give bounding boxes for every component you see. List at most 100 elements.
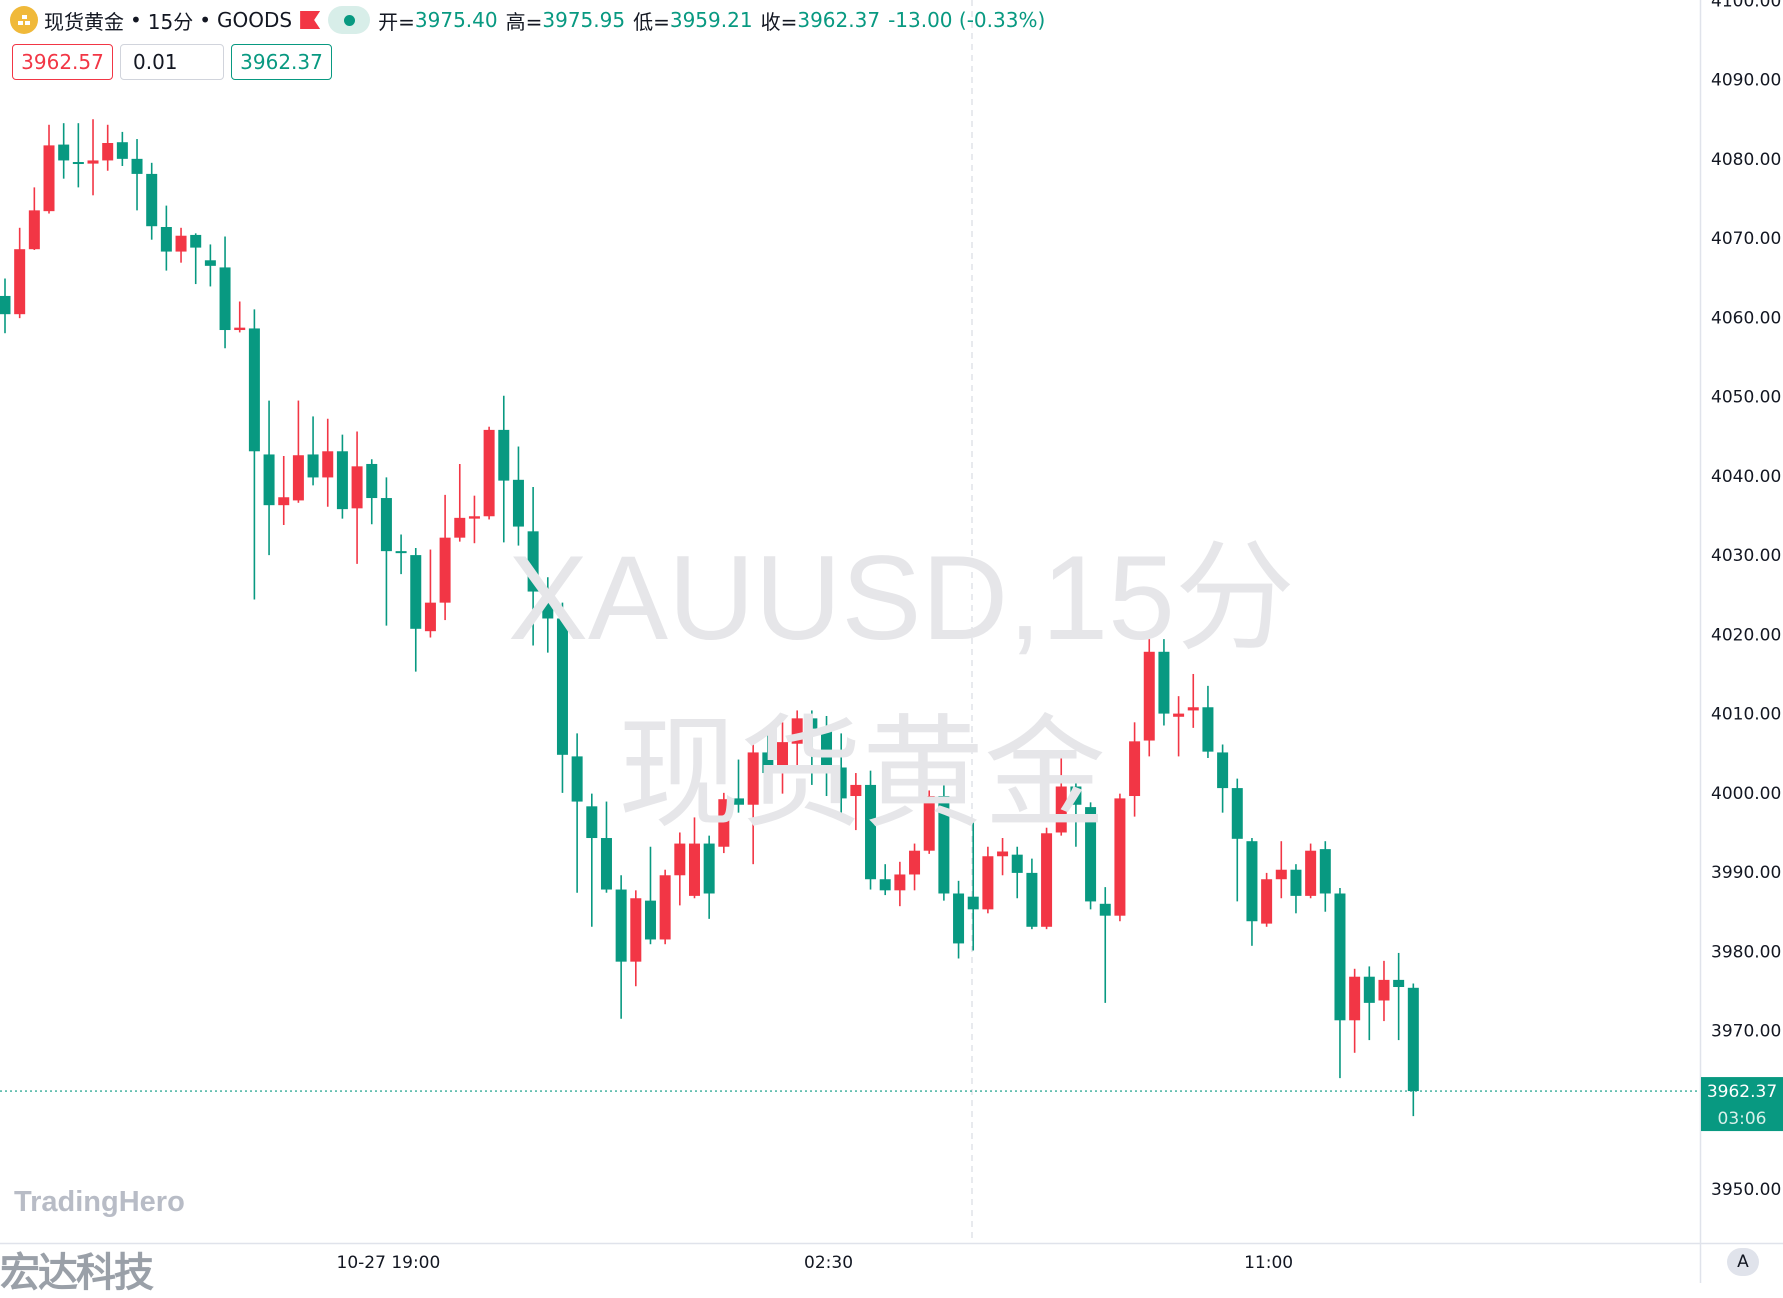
- candle[interactable]: [850, 773, 862, 831]
- candle[interactable]: [498, 395, 510, 543]
- candle[interactable]: [806, 710, 818, 785]
- candle[interactable]: [600, 801, 612, 893]
- candle[interactable]: [909, 843, 921, 891]
- candle[interactable]: [1026, 858, 1038, 930]
- candle[interactable]: [1202, 685, 1214, 758]
- candle[interactable]: [234, 301, 246, 333]
- candle[interactable]: [1334, 887, 1346, 1079]
- candle[interactable]: [1011, 846, 1023, 899]
- candle[interactable]: [1393, 952, 1405, 1041]
- candle[interactable]: [336, 434, 348, 519]
- candle[interactable]: [865, 770, 877, 890]
- candle[interactable]: [424, 549, 436, 638]
- candle[interactable]: [454, 463, 466, 542]
- candle[interactable]: [1129, 722, 1141, 817]
- candle[interactable]: [395, 534, 407, 575]
- candle[interactable]: [938, 782, 950, 901]
- candle[interactable]: [1319, 841, 1331, 912]
- candle[interactable]: [982, 846, 994, 914]
- interval[interactable]: 15分: [147, 9, 194, 34]
- candle[interactable]: [72, 123, 84, 188]
- candle[interactable]: [1349, 968, 1361, 1053]
- candle[interactable]: [791, 710, 803, 774]
- candle[interactable]: [1070, 782, 1082, 847]
- candle[interactable]: [1363, 966, 1375, 1041]
- candle[interactable]: [468, 495, 480, 544]
- candle[interactable]: [322, 418, 334, 507]
- candle[interactable]: [1246, 838, 1258, 946]
- candle[interactable]: [175, 227, 187, 263]
- candle[interactable]: [630, 890, 642, 987]
- candle[interactable]: [263, 400, 275, 556]
- candle[interactable]: [190, 233, 202, 285]
- candle[interactable]: [586, 793, 598, 927]
- candle[interactable]: [131, 139, 143, 211]
- candle[interactable]: [542, 577, 554, 653]
- candle[interactable]: [835, 733, 847, 813]
- flag-icon[interactable]: [300, 11, 321, 29]
- candle[interactable]: [733, 759, 744, 813]
- symbol-name[interactable]: 现货黄金: [44, 9, 124, 34]
- candle[interactable]: [0, 278, 11, 334]
- candle[interactable]: [777, 722, 789, 794]
- candle[interactable]: [28, 187, 40, 250]
- candle[interactable]: [659, 869, 671, 945]
- candle[interactable]: [1217, 744, 1229, 813]
- candle[interactable]: [410, 547, 422, 672]
- candle[interactable]: [879, 864, 891, 896]
- candle[interactable]: [644, 846, 656, 945]
- sell-button[interactable]: 3962.57: [12, 44, 113, 80]
- candle[interactable]: [615, 875, 627, 1019]
- candle[interactable]: [571, 733, 583, 893]
- candle[interactable]: [1305, 843, 1317, 899]
- candle[interactable]: [1261, 872, 1273, 927]
- auto-scale-button[interactable]: A: [1727, 1248, 1759, 1276]
- candle[interactable]: [1290, 864, 1302, 914]
- candle[interactable]: [1407, 983, 1419, 1117]
- candle[interactable]: [674, 832, 686, 906]
- candle[interactable]: [1231, 778, 1243, 902]
- candle[interactable]: [483, 426, 495, 520]
- candle[interactable]: [821, 715, 833, 797]
- candle[interactable]: [1114, 793, 1126, 922]
- candle[interactable]: [87, 119, 99, 196]
- candle[interactable]: [1275, 841, 1287, 899]
- price-axis[interactable]: 4100.00 4090.00 4080.00 4070.00 4060.00 4050.…: [1701, 0, 1783, 1200]
- candle[interactable]: [146, 162, 158, 240]
- candle[interactable]: [997, 838, 1009, 876]
- candle[interactable]: [351, 431, 363, 564]
- candle[interactable]: [703, 835, 715, 919]
- candle[interactable]: [58, 123, 70, 179]
- candle[interactable]: [762, 733, 774, 797]
- candle[interactable]: [248, 309, 260, 600]
- candle[interactable]: [688, 817, 700, 899]
- candle[interactable]: [1173, 696, 1185, 757]
- candle[interactable]: [1187, 673, 1199, 728]
- quantity-input[interactable]: 0.01: [120, 44, 224, 80]
- candle[interactable]: [953, 880, 965, 959]
- candle[interactable]: [366, 459, 378, 525]
- candle[interactable]: [14, 227, 26, 319]
- candle[interactable]: [1378, 960, 1390, 1022]
- candle[interactable]: [1143, 639, 1155, 757]
- candle[interactable]: [1055, 757, 1067, 836]
- candle[interactable]: [967, 822, 979, 951]
- candle[interactable]: [102, 124, 114, 171]
- candle[interactable]: [747, 741, 759, 865]
- candle[interactable]: [160, 205, 172, 271]
- candle[interactable]: [439, 494, 451, 621]
- candle[interactable]: [307, 416, 319, 486]
- candle[interactable]: [923, 790, 935, 854]
- candle[interactable]: [204, 244, 216, 287]
- candle[interactable]: [1041, 827, 1053, 930]
- time-axis[interactable]: 10-27 19:00 02:30 11:00: [337, 1253, 1294, 1273]
- candle[interactable]: [1099, 887, 1111, 1003]
- candle[interactable]: [116, 131, 128, 166]
- candle[interactable]: [894, 861, 906, 907]
- candle[interactable]: [380, 477, 392, 626]
- candle[interactable]: [292, 400, 304, 503]
- candle[interactable]: [219, 236, 231, 349]
- symbol-legend[interactable]: 现货黄金 • 15分 • GOODS 开= 3975.40 高= 3975.95 低…: [10, 4, 1045, 36]
- buy-button[interactable]: 3962.37: [231, 44, 332, 80]
